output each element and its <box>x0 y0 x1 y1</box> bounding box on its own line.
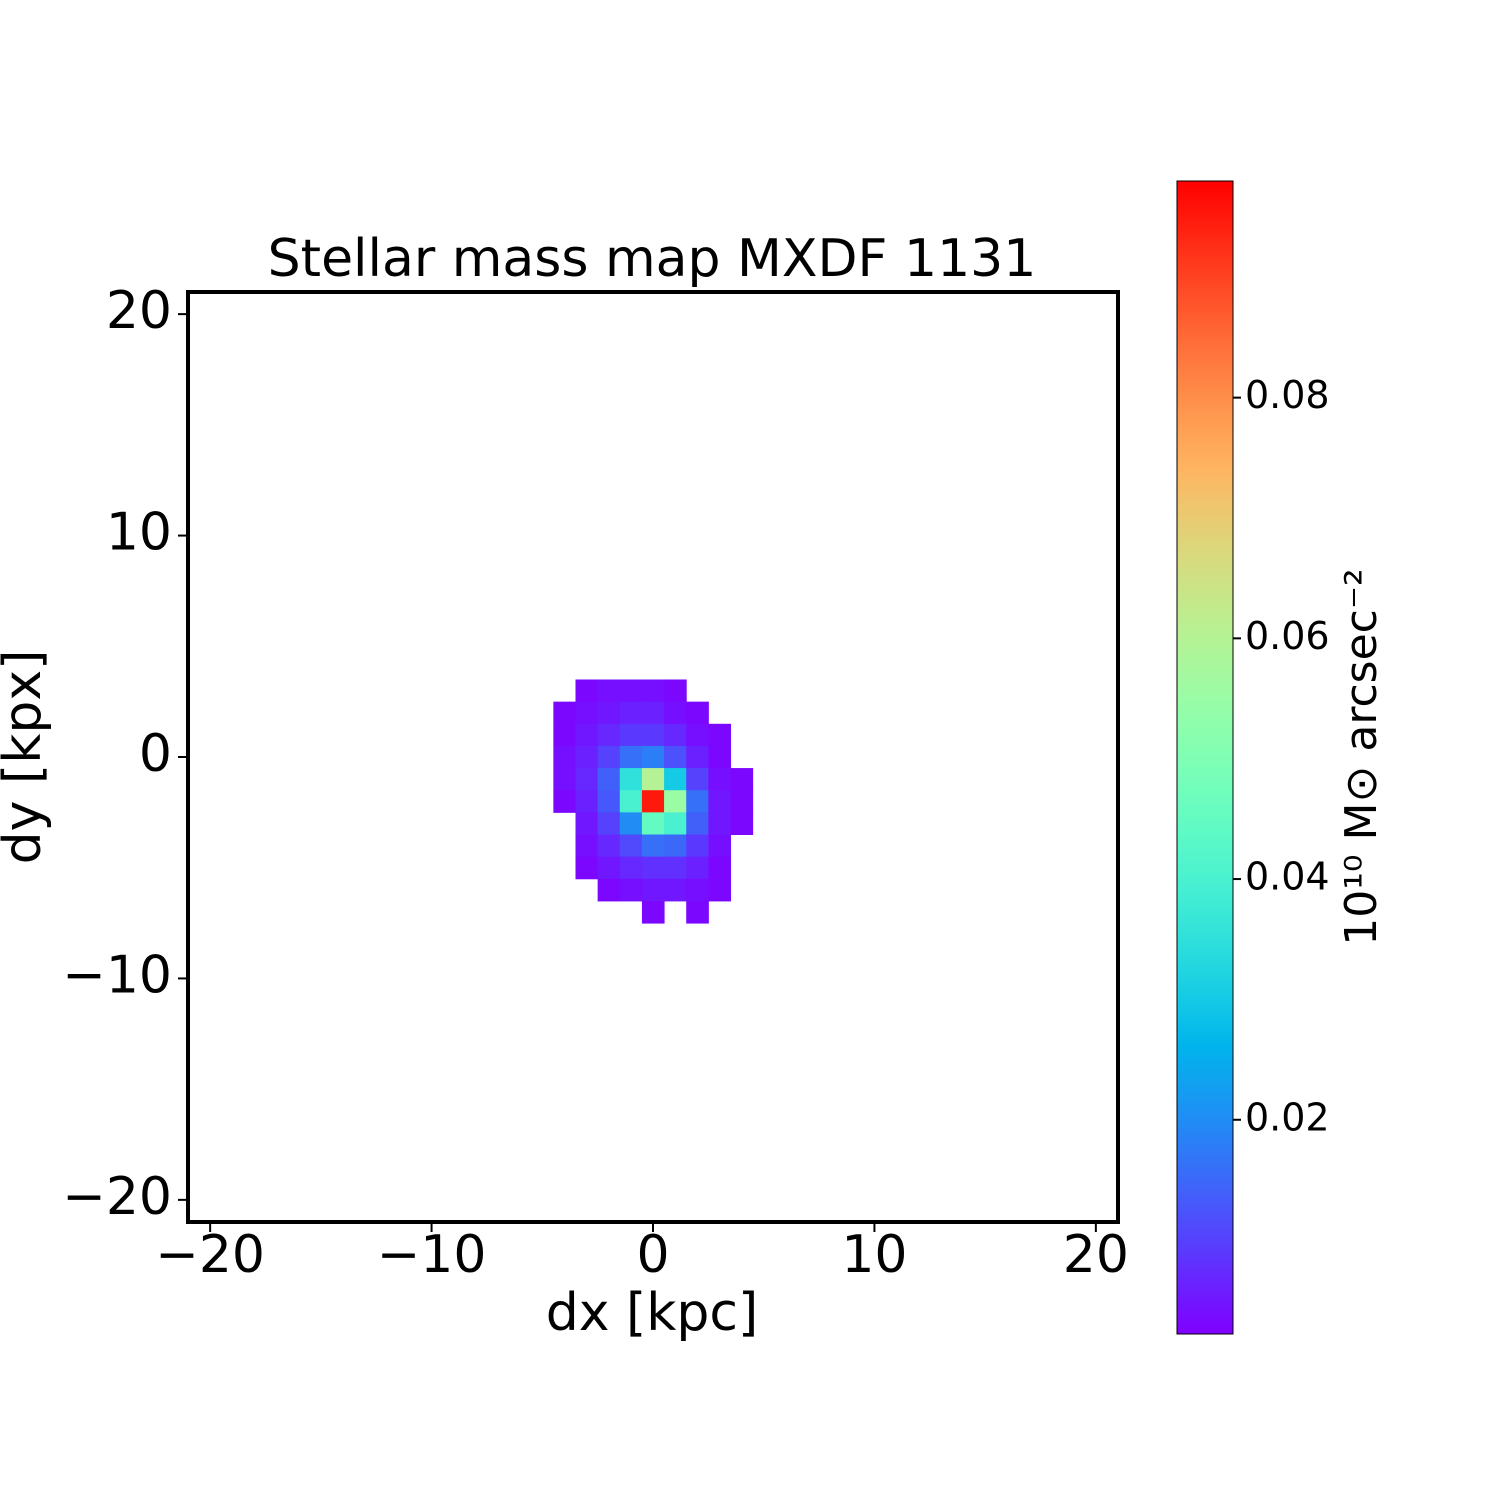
heatmap-cell <box>641 812 665 835</box>
heatmap-cell <box>686 701 709 725</box>
colorbar-tick-label: 0.02 <box>1245 1095 1330 1139</box>
heatmap-cell <box>708 878 731 902</box>
heatmap-cell <box>619 834 643 858</box>
x-tick-label: −20 <box>155 1225 265 1285</box>
heatmap-cell <box>641 790 665 813</box>
heatmap-cell <box>597 679 621 703</box>
heatmap-cell <box>686 768 709 791</box>
heatmap-cell <box>686 856 709 880</box>
heatmap-cell <box>641 878 665 902</box>
heatmap-cell <box>597 723 621 747</box>
heatmap-cell <box>641 856 665 880</box>
heatmap-cell <box>664 812 687 835</box>
heatmap-cell <box>708 745 731 769</box>
heatmap-cell <box>575 812 599 835</box>
heatmap-cell <box>575 834 599 858</box>
heatmap-cell <box>553 768 576 791</box>
heatmap-cell <box>553 701 576 725</box>
heatmap-cell <box>686 812 709 835</box>
heatmap-cell <box>597 745 621 769</box>
heatmap-cell <box>575 745 599 769</box>
heatmap-cell <box>664 834 687 858</box>
heatmap-cell <box>708 856 731 880</box>
x-tick-label: −10 <box>377 1225 487 1285</box>
heatmap-cell <box>575 768 599 791</box>
heatmap-cell <box>575 679 599 703</box>
heatmap-cell <box>708 790 731 813</box>
heatmap-cell <box>619 701 643 725</box>
heatmap-cell <box>708 768 731 791</box>
heatmap-cell <box>575 723 599 747</box>
heatmap-cell <box>686 745 709 769</box>
y-tick-label: 20 <box>106 281 172 341</box>
heatmap-cell <box>730 812 754 835</box>
heatmap-cell <box>664 701 687 725</box>
heatmap-cell <box>597 768 621 791</box>
y-axis-label: dy [kpx] <box>0 650 53 865</box>
heatmap-cell <box>664 745 687 769</box>
heatmap-cell <box>641 701 665 725</box>
heatmap-cell <box>619 790 643 813</box>
heatmap-cell <box>641 745 665 769</box>
heatmap-cell <box>664 790 687 813</box>
heatmap-cell <box>708 723 731 747</box>
heatmap-cell <box>597 856 621 880</box>
y-tick-label: −10 <box>62 945 172 1005</box>
colorbar-tick-label: 0.04 <box>1245 855 1330 899</box>
y-tick-label: 0 <box>139 724 172 784</box>
x-axis-label: dx [kpc] <box>546 1283 759 1343</box>
heatmap-cell <box>686 790 709 813</box>
heatmap-cell <box>619 745 643 769</box>
heatmap-cell <box>619 856 643 880</box>
heatmap-cell <box>575 701 599 725</box>
y-tick-label: −20 <box>62 1167 172 1227</box>
heatmap-cell <box>686 878 709 902</box>
heatmap-cell <box>619 679 643 703</box>
chart-title: Stellar mass map MXDF 1131 <box>268 229 1037 289</box>
heatmap-cell <box>619 768 643 791</box>
heatmap-cell <box>664 878 687 902</box>
heatmap-cell <box>730 790 754 813</box>
heatmap-cell <box>686 900 709 924</box>
x-tick-label: 0 <box>636 1225 669 1285</box>
heatmap-cell <box>553 790 576 813</box>
heatmap-cell <box>597 878 621 902</box>
heatmap-cell <box>686 834 709 858</box>
colorbar-tick-label: 0.06 <box>1245 614 1330 658</box>
heatmap-cell <box>597 701 621 725</box>
colorbar-tick-label: 0.08 <box>1245 373 1330 417</box>
heatmap-cell <box>664 768 687 791</box>
heatmap-cell <box>641 900 665 924</box>
heatmap-cell <box>597 790 621 813</box>
heatmap-cell <box>619 878 643 902</box>
heatmap-cell <box>708 812 731 835</box>
heatmap-cell <box>641 834 665 858</box>
x-tick-label: 10 <box>841 1225 907 1285</box>
heatmap-cell <box>730 768 754 791</box>
heatmap-cell <box>641 768 665 791</box>
colorbar-label: 10¹⁰ M⊙ arcsec⁻² <box>1336 568 1387 945</box>
x-tick-label: 20 <box>1063 1225 1129 1285</box>
heatmap-cell <box>619 723 643 747</box>
heatmap-cell <box>641 723 665 747</box>
heatmap-cell <box>664 723 687 747</box>
heatmap-cell <box>664 856 687 880</box>
heatmap-cell <box>575 790 599 813</box>
heatmap-cell <box>553 723 576 747</box>
heatmap-cell <box>708 834 731 858</box>
heatmap-cell <box>664 679 687 703</box>
y-tick-label: 10 <box>106 503 172 563</box>
colorbar <box>1176 180 1234 1335</box>
heatmap-cell <box>553 745 576 769</box>
heatmap-cell <box>641 679 665 703</box>
heatmap-cell <box>686 723 709 747</box>
heatmap-cell <box>597 812 621 835</box>
heatmap-cell <box>597 834 621 858</box>
heatmap-cell <box>619 812 643 835</box>
heatmap-cell <box>575 856 599 880</box>
